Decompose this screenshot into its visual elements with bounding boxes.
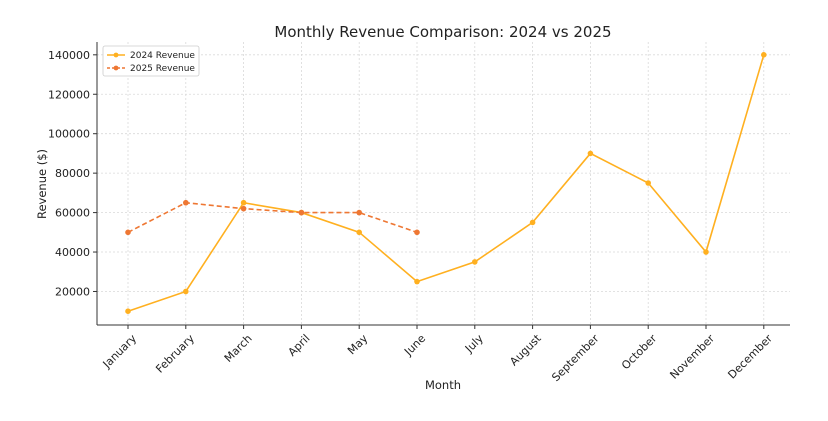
y-tick-label: 140000 bbox=[48, 49, 90, 62]
data-point bbox=[414, 278, 420, 285]
grid bbox=[97, 42, 790, 325]
series-1 bbox=[125, 52, 767, 314]
legend-swatch-marker bbox=[113, 52, 119, 58]
data-point bbox=[645, 180, 651, 186]
x-tick-label: September bbox=[549, 332, 602, 385]
x-tick-label: January bbox=[100, 332, 140, 372]
data-point bbox=[703, 249, 709, 255]
series-layer bbox=[125, 52, 767, 314]
y-tick-label: 20000 bbox=[55, 285, 90, 298]
data-point bbox=[472, 259, 478, 265]
data-point bbox=[183, 199, 189, 206]
data-point bbox=[183, 288, 189, 295]
x-tick-label: July bbox=[462, 332, 486, 356]
data-point bbox=[356, 229, 363, 236]
x-tick-label: August bbox=[507, 331, 544, 368]
data-point bbox=[240, 205, 247, 212]
y-tick-label: 80000 bbox=[55, 167, 90, 180]
y-axis-title: Revenue ($) bbox=[35, 149, 49, 219]
legend-box bbox=[102, 45, 200, 77]
x-tick-label: May bbox=[345, 332, 371, 358]
data-point bbox=[587, 150, 594, 157]
x-tick-label: March bbox=[222, 332, 255, 365]
legend-item: 2024 Revenue bbox=[107, 51, 195, 61]
data-point bbox=[298, 209, 305, 216]
y-tick-label: 60000 bbox=[55, 207, 90, 220]
series-2 bbox=[125, 199, 420, 236]
x-tick-label: February bbox=[153, 332, 197, 376]
data-point bbox=[414, 229, 420, 236]
series-line bbox=[127, 201, 418, 234]
data-point bbox=[240, 199, 247, 206]
x-tick-label: November bbox=[667, 332, 717, 382]
legend-swatch-marker bbox=[113, 65, 119, 71]
x-tick-label: April bbox=[286, 332, 313, 359]
series-line bbox=[127, 54, 765, 312]
axes: 20000 40000 60000 80000 100000 120000 140000 Ja… bbox=[48, 42, 790, 384]
x-tick-label: June bbox=[401, 332, 428, 359]
x-tick-label: December bbox=[725, 332, 775, 382]
data-point bbox=[125, 308, 131, 314]
data-point bbox=[125, 229, 131, 236]
data-point bbox=[529, 219, 536, 226]
chart-title: Monthly Revenue Comparison: 2024 vs 2025 bbox=[274, 23, 611, 41]
legend-label: 2025 Revenue bbox=[130, 64, 195, 74]
legend-item: 2025 Revenue bbox=[107, 64, 195, 74]
data-point bbox=[761, 52, 767, 58]
x-tick-label: October bbox=[619, 332, 660, 373]
y-tick-label: 100000 bbox=[48, 128, 90, 141]
y-tick-label: 40000 bbox=[55, 246, 90, 259]
data-point bbox=[356, 209, 363, 216]
legend-label: 2024 Revenue bbox=[130, 51, 195, 61]
y-tick-label: 120000 bbox=[48, 88, 90, 101]
x-axis-title: Month bbox=[425, 378, 461, 392]
legend: 2024 Revenue 2025 Revenue bbox=[102, 45, 200, 77]
